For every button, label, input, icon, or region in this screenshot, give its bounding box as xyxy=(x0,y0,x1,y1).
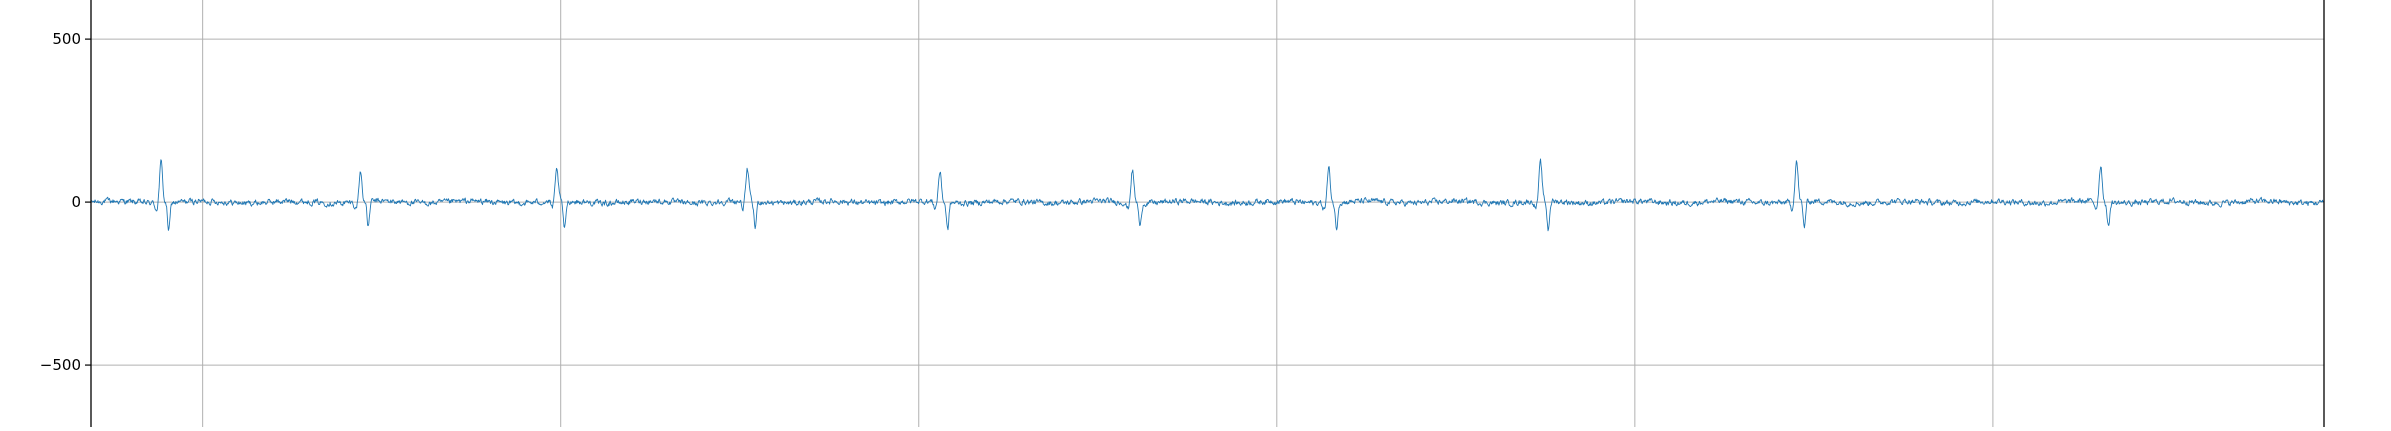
grid-layer xyxy=(91,0,2324,427)
tick-layer: 500 0 −500 xyxy=(40,30,91,374)
series-layer xyxy=(90,158,2324,232)
y-tick-label-2: −500 xyxy=(40,356,81,374)
series-line-0 xyxy=(90,158,2324,232)
axis-layer xyxy=(90,0,2325,427)
y-tick-label-0: 500 xyxy=(52,30,81,48)
y-tick-label-1: 0 xyxy=(71,193,81,211)
